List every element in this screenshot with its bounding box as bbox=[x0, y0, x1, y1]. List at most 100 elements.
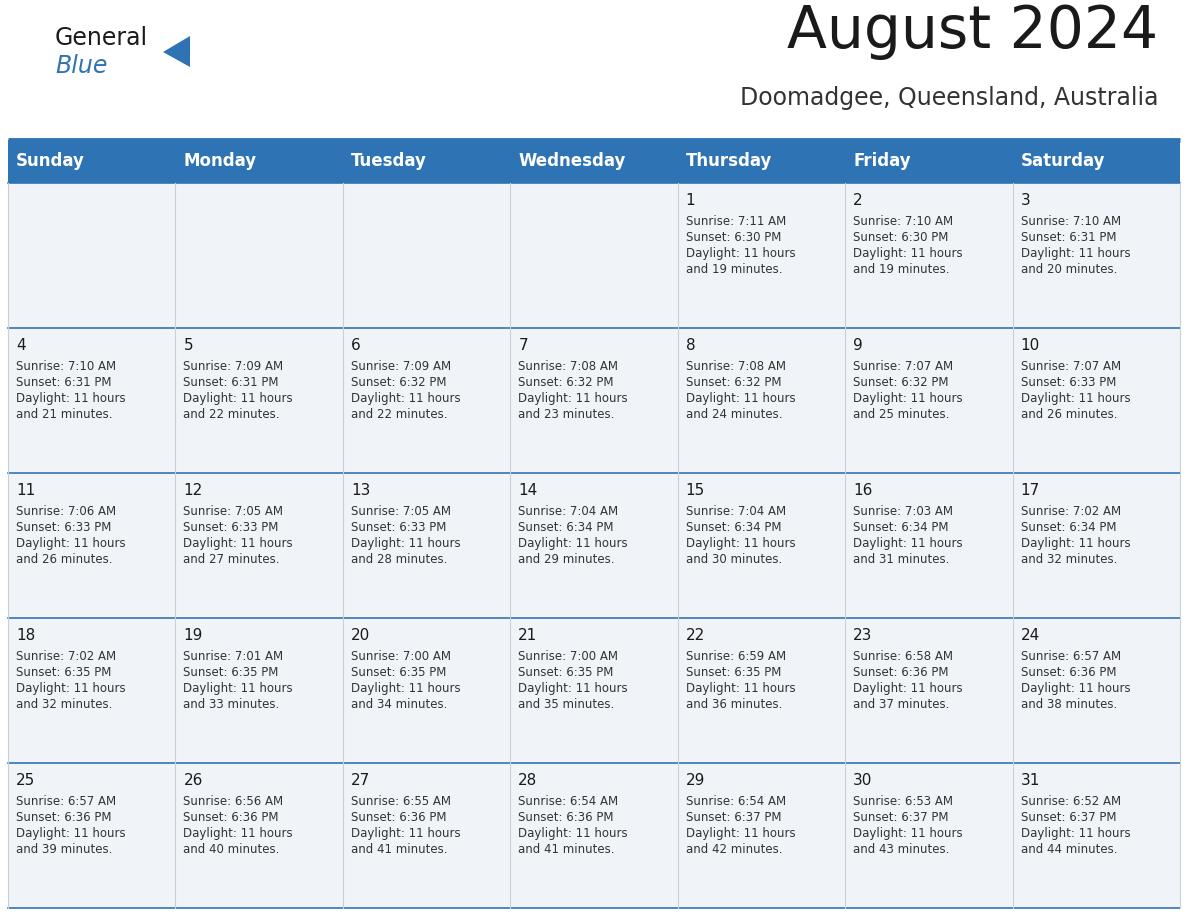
Text: Sunrise: 7:05 AM: Sunrise: 7:05 AM bbox=[183, 505, 284, 518]
Text: Sunset: 6:34 PM: Sunset: 6:34 PM bbox=[518, 521, 614, 534]
Text: Sunset: 6:37 PM: Sunset: 6:37 PM bbox=[1020, 811, 1116, 824]
Text: Sunset: 6:37 PM: Sunset: 6:37 PM bbox=[685, 811, 782, 824]
Text: General: General bbox=[55, 26, 148, 50]
Text: Sunrise: 7:10 AM: Sunrise: 7:10 AM bbox=[15, 360, 116, 373]
Text: Daylight: 11 hours: Daylight: 11 hours bbox=[685, 537, 795, 550]
Bar bbox=[677, 618, 845, 763]
Text: Doomadgee, Queensland, Australia: Doomadgee, Queensland, Australia bbox=[739, 86, 1158, 110]
Text: Sunrise: 7:03 AM: Sunrise: 7:03 AM bbox=[853, 505, 953, 518]
Text: Daylight: 11 hours: Daylight: 11 hours bbox=[518, 682, 628, 695]
Text: Sunset: 6:30 PM: Sunset: 6:30 PM bbox=[685, 231, 781, 244]
Text: Daylight: 11 hours: Daylight: 11 hours bbox=[183, 682, 293, 695]
Text: 5: 5 bbox=[183, 338, 194, 353]
Text: Sunset: 6:33 PM: Sunset: 6:33 PM bbox=[350, 521, 447, 534]
Text: Daylight: 11 hours: Daylight: 11 hours bbox=[518, 537, 628, 550]
Text: Saturday: Saturday bbox=[1020, 152, 1105, 171]
Text: Sunset: 6:36 PM: Sunset: 6:36 PM bbox=[15, 811, 112, 824]
Bar bbox=[8, 328, 176, 473]
Text: Sunrise: 6:54 AM: Sunrise: 6:54 AM bbox=[518, 795, 619, 808]
Bar bbox=[176, 183, 343, 328]
Bar bbox=[8, 183, 176, 328]
Text: Daylight: 11 hours: Daylight: 11 hours bbox=[518, 392, 628, 405]
Text: 16: 16 bbox=[853, 483, 872, 498]
Text: Daylight: 11 hours: Daylight: 11 hours bbox=[853, 392, 962, 405]
Text: 28: 28 bbox=[518, 773, 537, 788]
Text: Daylight: 11 hours: Daylight: 11 hours bbox=[1020, 247, 1130, 260]
Bar bbox=[511, 473, 677, 618]
Text: Sunrise: 7:00 AM: Sunrise: 7:00 AM bbox=[518, 650, 618, 663]
Text: 15: 15 bbox=[685, 483, 704, 498]
Bar bbox=[845, 183, 1012, 328]
Text: 7: 7 bbox=[518, 338, 527, 353]
Text: 20: 20 bbox=[350, 628, 371, 643]
Text: Sunset: 6:34 PM: Sunset: 6:34 PM bbox=[685, 521, 782, 534]
Bar bbox=[845, 618, 1012, 763]
Text: and 23 minutes.: and 23 minutes. bbox=[518, 408, 614, 421]
Text: 29: 29 bbox=[685, 773, 706, 788]
Text: Sunset: 6:31 PM: Sunset: 6:31 PM bbox=[183, 376, 279, 389]
Text: Sunset: 6:33 PM: Sunset: 6:33 PM bbox=[15, 521, 112, 534]
Text: Wednesday: Wednesday bbox=[518, 152, 626, 171]
Text: and 24 minutes.: and 24 minutes. bbox=[685, 408, 782, 421]
Text: Thursday: Thursday bbox=[685, 152, 772, 171]
Text: Sunset: 6:33 PM: Sunset: 6:33 PM bbox=[183, 521, 279, 534]
Text: Sunrise: 7:10 AM: Sunrise: 7:10 AM bbox=[853, 215, 953, 228]
Text: Blue: Blue bbox=[55, 54, 107, 78]
Text: Sunrise: 6:58 AM: Sunrise: 6:58 AM bbox=[853, 650, 953, 663]
Text: Daylight: 11 hours: Daylight: 11 hours bbox=[15, 682, 126, 695]
Text: Sunset: 6:31 PM: Sunset: 6:31 PM bbox=[1020, 231, 1116, 244]
Text: Sunset: 6:35 PM: Sunset: 6:35 PM bbox=[518, 666, 614, 679]
Bar bbox=[845, 328, 1012, 473]
Text: Sunrise: 7:04 AM: Sunrise: 7:04 AM bbox=[685, 505, 785, 518]
Text: Sunrise: 6:54 AM: Sunrise: 6:54 AM bbox=[685, 795, 785, 808]
Text: Daylight: 11 hours: Daylight: 11 hours bbox=[350, 682, 461, 695]
Text: and 44 minutes.: and 44 minutes. bbox=[1020, 843, 1117, 856]
Text: and 30 minutes.: and 30 minutes. bbox=[685, 553, 782, 566]
Text: and 34 minutes.: and 34 minutes. bbox=[350, 698, 447, 711]
Text: Sunrise: 7:11 AM: Sunrise: 7:11 AM bbox=[685, 215, 786, 228]
Text: 13: 13 bbox=[350, 483, 371, 498]
Text: Sunday: Sunday bbox=[15, 152, 84, 171]
Text: Sunrise: 7:10 AM: Sunrise: 7:10 AM bbox=[1020, 215, 1120, 228]
Text: Sunset: 6:36 PM: Sunset: 6:36 PM bbox=[853, 666, 949, 679]
Text: Daylight: 11 hours: Daylight: 11 hours bbox=[853, 537, 962, 550]
Text: Sunrise: 7:08 AM: Sunrise: 7:08 AM bbox=[518, 360, 618, 373]
Polygon shape bbox=[163, 36, 190, 67]
Bar bbox=[343, 618, 511, 763]
Text: Sunrise: 7:08 AM: Sunrise: 7:08 AM bbox=[685, 360, 785, 373]
Bar bbox=[343, 763, 511, 908]
Bar bbox=[511, 618, 677, 763]
Text: Sunrise: 7:06 AM: Sunrise: 7:06 AM bbox=[15, 505, 116, 518]
Text: Daylight: 11 hours: Daylight: 11 hours bbox=[183, 827, 293, 840]
Text: Sunrise: 7:07 AM: Sunrise: 7:07 AM bbox=[853, 360, 953, 373]
Text: Sunrise: 6:52 AM: Sunrise: 6:52 AM bbox=[1020, 795, 1120, 808]
Bar bbox=[343, 183, 511, 328]
Text: Sunset: 6:32 PM: Sunset: 6:32 PM bbox=[350, 376, 447, 389]
Text: Daylight: 11 hours: Daylight: 11 hours bbox=[853, 827, 962, 840]
Text: Sunrise: 7:01 AM: Sunrise: 7:01 AM bbox=[183, 650, 284, 663]
Text: and 25 minutes.: and 25 minutes. bbox=[853, 408, 949, 421]
Text: Daylight: 11 hours: Daylight: 11 hours bbox=[853, 247, 962, 260]
Text: Sunrise: 6:57 AM: Sunrise: 6:57 AM bbox=[15, 795, 116, 808]
Text: Sunset: 6:35 PM: Sunset: 6:35 PM bbox=[685, 666, 781, 679]
Text: and 35 minutes.: and 35 minutes. bbox=[518, 698, 614, 711]
Text: Daylight: 11 hours: Daylight: 11 hours bbox=[685, 392, 795, 405]
Text: Sunset: 6:31 PM: Sunset: 6:31 PM bbox=[15, 376, 112, 389]
Text: and 42 minutes.: and 42 minutes. bbox=[685, 843, 782, 856]
Text: and 28 minutes.: and 28 minutes. bbox=[350, 553, 447, 566]
Bar bbox=[1012, 763, 1180, 908]
Text: Sunset: 6:32 PM: Sunset: 6:32 PM bbox=[685, 376, 782, 389]
Text: Sunrise: 7:04 AM: Sunrise: 7:04 AM bbox=[518, 505, 619, 518]
Bar bbox=[677, 328, 845, 473]
Bar bbox=[677, 763, 845, 908]
Text: and 19 minutes.: and 19 minutes. bbox=[853, 263, 949, 276]
Text: Daylight: 11 hours: Daylight: 11 hours bbox=[15, 392, 126, 405]
Text: Daylight: 11 hours: Daylight: 11 hours bbox=[685, 827, 795, 840]
Text: 4: 4 bbox=[15, 338, 26, 353]
Text: Daylight: 11 hours: Daylight: 11 hours bbox=[183, 537, 293, 550]
Text: 9: 9 bbox=[853, 338, 862, 353]
Text: and 22 minutes.: and 22 minutes. bbox=[183, 408, 280, 421]
Text: 31: 31 bbox=[1020, 773, 1040, 788]
Text: 19: 19 bbox=[183, 628, 203, 643]
Bar bbox=[845, 763, 1012, 908]
